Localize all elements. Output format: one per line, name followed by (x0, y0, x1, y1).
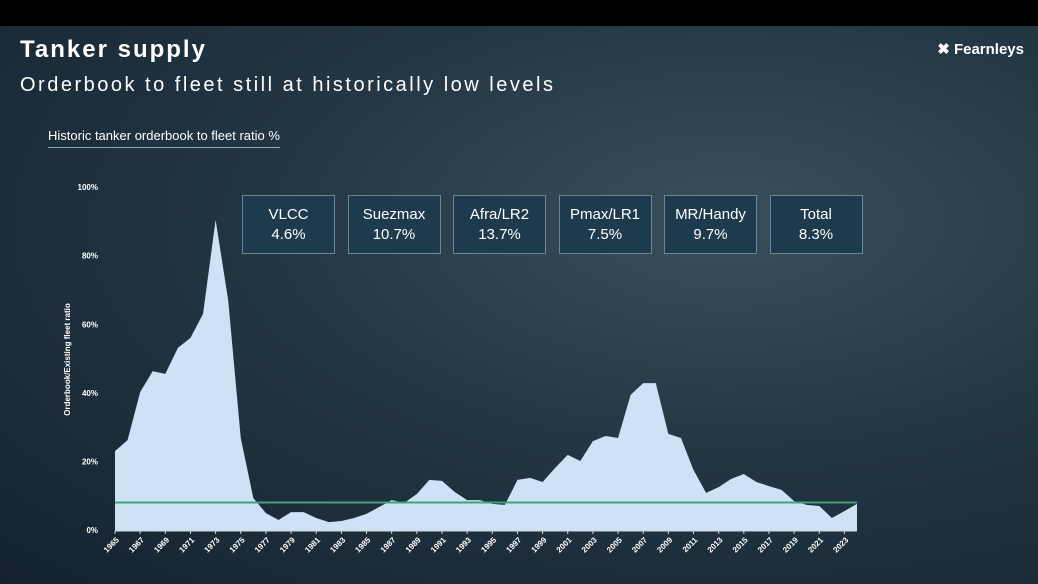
x-tick-label: 1995 (479, 535, 498, 554)
x-tick-label: 1987 (379, 535, 398, 554)
stat-box: MR/Handy 9.7% (664, 195, 757, 254)
stat-value: 4.6% (271, 226, 306, 243)
x-tick-label: 1983 (328, 535, 347, 554)
x-tick-label: 2023 (831, 535, 850, 554)
x-tick-label: 1989 (404, 535, 423, 554)
x-tick-label: 2009 (655, 535, 674, 554)
y-tick-label: 40% (82, 389, 98, 398)
x-tick-label: 1991 (429, 535, 448, 554)
stat-label: Total (800, 206, 832, 223)
x-tick-label: 1979 (278, 535, 297, 554)
stat-value: 10.7% (372, 226, 416, 243)
x-tick-label: 1965 (102, 535, 121, 554)
x-tick-label: 2017 (756, 535, 775, 554)
stat-label: VLCC (268, 206, 309, 223)
x-tick-label: 2021 (806, 535, 825, 554)
y-tick-label: 60% (82, 320, 98, 329)
stat-value: 13.7% (478, 226, 521, 243)
y-tick-label: 80% (82, 252, 98, 261)
x-tick-label: 1981 (303, 535, 322, 554)
stat-box: Afra/LR2 13.7% (453, 195, 546, 254)
slide-subtitle: Orderbook to fleet still at historically… (20, 74, 556, 96)
x-tick-label: 1971 (177, 535, 196, 554)
x-tick-label: 2003 (580, 535, 599, 554)
x-tick-label: 2011 (681, 535, 700, 554)
area (115, 219, 857, 532)
stat-box: Total 8.3% (769, 195, 863, 254)
x-tick-label: 2001 (555, 535, 574, 554)
x-tick-label: 1977 (253, 535, 272, 554)
stat-box: Suezmax 10.7% (347, 195, 441, 254)
x-tick-label: 1975 (228, 535, 247, 554)
y-axis-label: Orderbook/Existing fleet ratio (63, 303, 72, 416)
stat-label: Suezmax (362, 206, 426, 223)
x-tick-label: 1967 (127, 535, 146, 554)
y-tick-label: 20% (82, 458, 98, 467)
x-tick-label: 1993 (454, 535, 473, 554)
x-tick-label: 2007 (630, 535, 649, 554)
stat-label: MR/Handy (675, 206, 746, 223)
stat-value: 8.3% (798, 226, 834, 243)
x-tick-label: 1969 (152, 535, 171, 554)
logo-text: Fearnleys (953, 41, 1024, 58)
stat-value: 7.5% (587, 226, 623, 243)
logo: ✖ Fearnleys (937, 41, 1024, 58)
stat-box: VLCC 4.6% (242, 195, 335, 254)
stat-box: Pmax/LR1 7.5% (558, 195, 652, 254)
x-tick-label: 1985 (353, 535, 372, 554)
x-tick-label: 1973 (203, 535, 222, 554)
y-tick-label: 0% (86, 526, 98, 535)
slide-title: Tanker supply (20, 36, 207, 63)
x-tick-label: 2013 (706, 535, 725, 554)
x-tick-label: 1999 (530, 535, 549, 554)
x-tick-label: 1997 (504, 535, 523, 554)
x-tick-label: 2019 (781, 535, 800, 554)
chart-title: Historic tanker orderbook to fleet ratio… (48, 128, 280, 148)
y-tick-label: 100% (78, 183, 98, 192)
x-tick-label: 2005 (605, 535, 624, 554)
stat-value: 9.7% (693, 226, 728, 243)
stat-label: Afra/LR2 (469, 206, 530, 223)
x-tick-label: 2015 (731, 535, 750, 554)
stat-label: Pmax/LR1 (569, 206, 641, 223)
